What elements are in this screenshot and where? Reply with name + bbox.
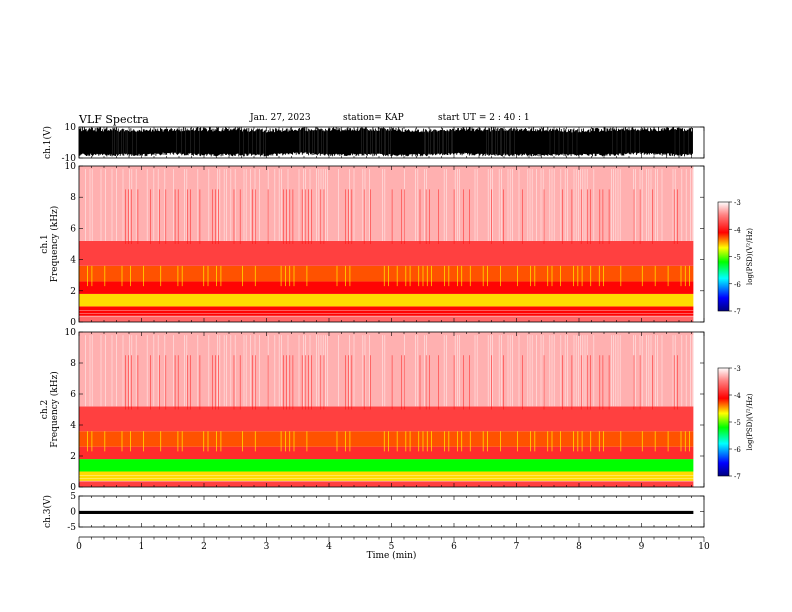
y-tick-label: 2 [70, 287, 76, 297]
y-tick-label: 2 [70, 452, 76, 462]
sp2-band [79, 446, 694, 460]
date-label: Jan. 27, 2023 [250, 113, 311, 123]
y-tick-label: 8 [70, 359, 76, 369]
x-tick-label: 3 [264, 542, 270, 552]
sp1-ylabel: ch.1 [40, 234, 50, 253]
sp2-band [79, 431, 694, 447]
x-tick-label: 8 [576, 542, 582, 552]
colorbar-ch2-tick-label: -3 [734, 365, 741, 373]
colorbar-ch1-tick-label: -6 [734, 281, 741, 289]
sp1-band [79, 293, 694, 307]
y-tick-label: -10 [62, 154, 77, 164]
y-tick-label: 6 [70, 224, 76, 234]
y-tick-label: 10 [65, 123, 77, 133]
sp1-band [79, 306, 694, 316]
sp2-ylabel-unit: Frequency (kHz) [49, 371, 60, 448]
sp2-red-streaks [125, 355, 678, 410]
colorbar-ch1-tick-label: -3 [734, 199, 741, 207]
colorbar-ch2-tick-label: -7 [734, 473, 741, 481]
sp2-band [79, 406, 694, 432]
sp1-band [79, 315, 694, 322]
x-tick-label: 4 [326, 542, 332, 552]
y-tick-label: 0 [70, 483, 76, 493]
x-tick-label: 10 [698, 542, 710, 552]
x-tick-label: 9 [639, 542, 645, 552]
sp2-band [79, 459, 694, 472]
y-tick-label: 10 [65, 162, 77, 172]
colorbar-ch2-bar [717, 367, 730, 477]
sp1-red-streaks [125, 189, 678, 244]
sp2-band [79, 471, 694, 481]
y-tick-label: 0 [70, 508, 76, 518]
colorbar-ch1-label: log(PSD)(V²/Hz) [746, 228, 754, 285]
colorbar-ch1-tick-label: -4 [734, 226, 741, 234]
figure-title: VLF Spectra [79, 113, 149, 126]
sp1-band [79, 265, 694, 282]
ch3-ylabel: ch.3(V) [42, 495, 53, 528]
station-label: station= KAP [343, 113, 404, 123]
colorbar-ch2-tick-label: -6 [734, 446, 741, 454]
y-tick-label: 10 [65, 328, 77, 338]
sp2-band [79, 480, 694, 487]
x-tick-label: 2 [201, 542, 207, 552]
ch1-waveform-trace [78, 127, 693, 157]
y-tick-label: 5 [70, 492, 76, 502]
colorbar-ch2-label: log(PSD)(V²/Hz) [746, 393, 754, 450]
x-axis-label: Time (min) [367, 550, 417, 561]
ch1-waveform-panel: 10 -10 ch.1(V) [42, 123, 705, 164]
y-tick-label: 8 [70, 193, 76, 203]
y-tick-label: 0 [70, 318, 76, 328]
x-tick-label: 6 [451, 542, 457, 552]
colorbar-ch1-tick-label: -5 [734, 254, 741, 262]
colorbar-ch2-tick-label: -4 [734, 392, 741, 400]
x-tick-label: 0 [76, 542, 82, 552]
colorbar-ch1-bar [717, 201, 730, 312]
start-time-label: start UT = 2 : 40 : 1 [438, 113, 530, 123]
colorbar-ch2-tick-label: -5 [734, 419, 741, 427]
colorbars: -3 -4 -5 -6 -7 log(PSD)(V²/Hz) -3 -4 -5 -6 -7 log(P… [717, 199, 754, 481]
sp1-band [79, 166, 694, 241]
ch1-spectrogram-panel: 0 2 4 6 8 10 ch.1 Frequency (kHz) [40, 162, 705, 328]
sp1-band [79, 240, 694, 266]
x-tick-label: 7 [514, 542, 520, 552]
x-tick-label: 1 [139, 542, 145, 552]
ch2-spectrogram-panel: 0 2 4 6 8 10 ch.2 Frequency (kHz) [40, 328, 705, 493]
ch3-waveform-trace [79, 510, 694, 514]
colorbar-ch1-tick-label: -7 [734, 308, 741, 316]
sp1-band [79, 281, 694, 294]
x-tick-label: 5 [389, 542, 395, 552]
y-tick-label: 4 [70, 256, 76, 266]
sp2-band [79, 332, 694, 407]
sp1-ylabel-unit: Frequency (kHz) [49, 206, 60, 283]
y-tick-label: 6 [70, 390, 76, 400]
y-tick-label: -5 [67, 523, 76, 533]
y-tick-label: 4 [70, 421, 76, 431]
sp2-ylabel: ch.2 [40, 400, 50, 419]
ch1-ylabel: ch.1(V) [42, 126, 53, 159]
